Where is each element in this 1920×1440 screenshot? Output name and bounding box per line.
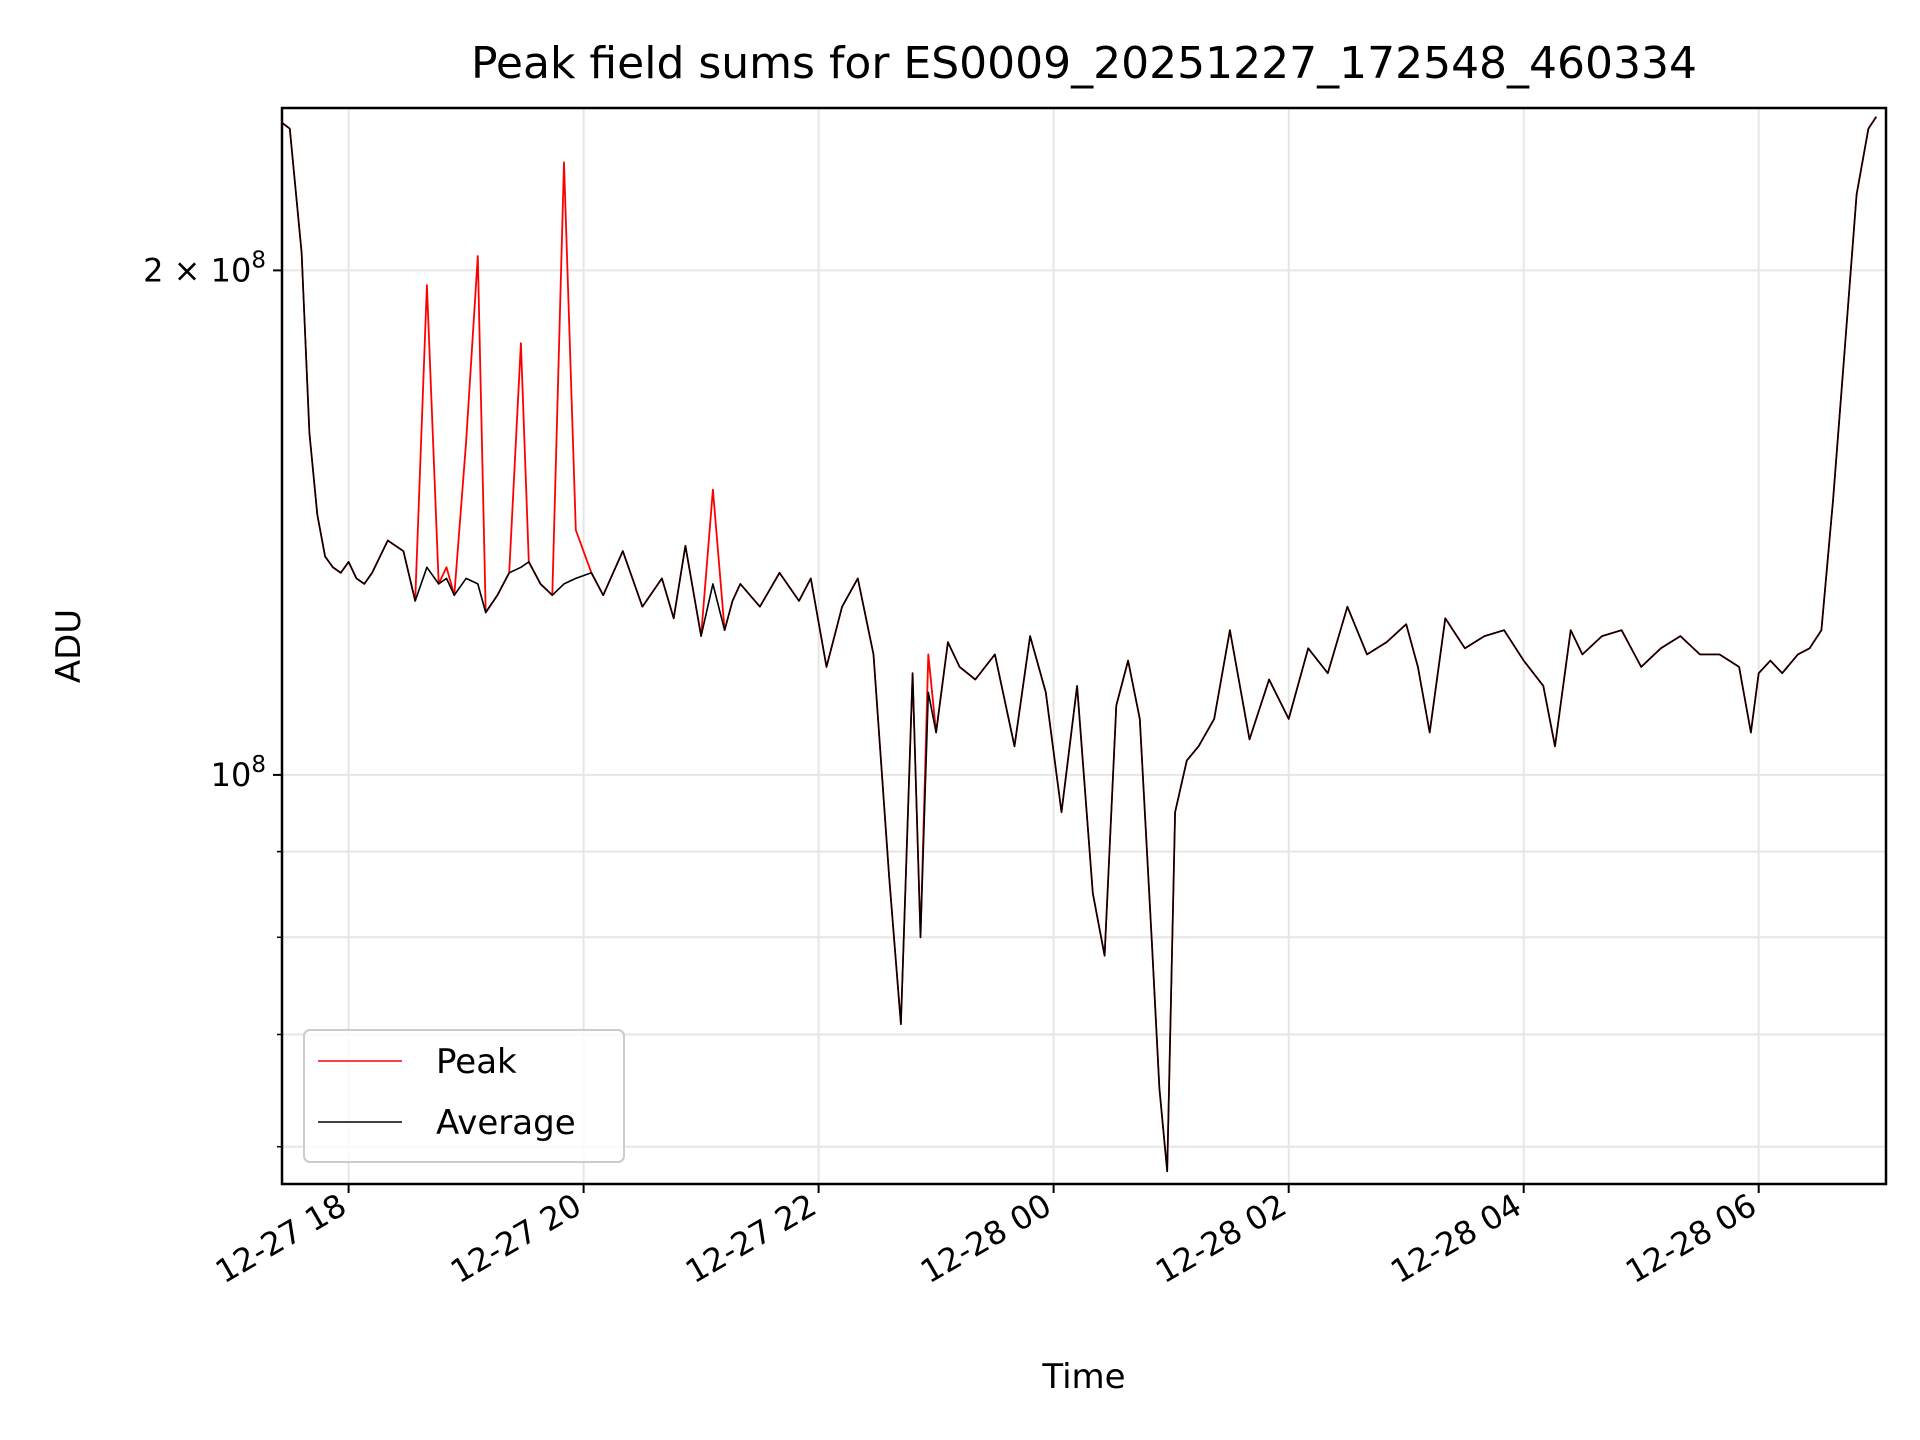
chart-title: Peak field sums for ES0009_20251227_1725… xyxy=(471,38,1697,89)
x-tick-label: 12-28 04 xyxy=(1384,1186,1528,1291)
y-axis-label: ADU xyxy=(49,609,89,683)
grid xyxy=(282,108,1886,1184)
x-tick-label: 12-27 18 xyxy=(209,1186,353,1291)
legend-label-average: Average xyxy=(436,1103,576,1143)
series-layer xyxy=(281,116,1877,1173)
series-line-average xyxy=(281,116,1877,1173)
y-tick-label: 108 xyxy=(211,752,266,794)
x-tick-label: 12-28 00 xyxy=(914,1186,1058,1291)
legend-box xyxy=(303,1029,625,1163)
legend: Peak Average xyxy=(303,1029,625,1163)
x-axis: 12-27 18 12-27 20 12-27 22 12-28 00 12-28 02… xyxy=(209,1184,1763,1291)
x-tick-label: 12-28 06 xyxy=(1619,1186,1763,1291)
x-tick-label: 12-28 02 xyxy=(1149,1186,1293,1291)
x-tick-label: 12-27 20 xyxy=(444,1186,588,1291)
legend-label-peak: Peak xyxy=(436,1042,517,1082)
y-tick-label: 2 × 108 xyxy=(143,247,266,289)
plot-frame xyxy=(280,106,1888,1186)
x-tick-label: 12-27 22 xyxy=(679,1186,823,1291)
series-line-peak xyxy=(281,116,1877,1173)
y-axis: 108 2 × 108 xyxy=(143,247,282,1148)
x-axis-label: Time xyxy=(1041,1357,1125,1397)
